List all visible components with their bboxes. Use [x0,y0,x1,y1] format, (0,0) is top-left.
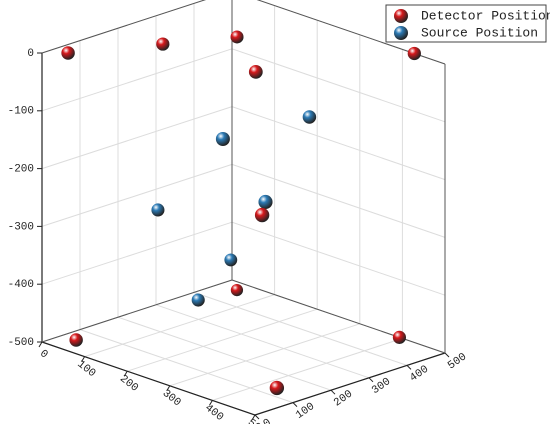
point [156,37,170,51]
y-tick-label: 500 [446,351,469,372]
axis-line [41,279,233,343]
x-tick-label: 100 [75,358,98,380]
grid-line [231,163,446,238]
tick-mark [123,370,128,377]
legend: Detector Position Source Position [385,4,550,43]
point [269,380,285,396]
tick-mark [166,385,171,392]
point [258,194,273,210]
x-tick-label: 200 [117,373,140,395]
z-tick-label: -300 [8,221,34,233]
point [248,64,263,79]
tick-mark [38,341,43,348]
grid-line [193,291,408,366]
x-tick-label: 500 [245,417,268,424]
tick-mark [444,352,450,358]
point [224,253,238,267]
x-tick-label: 0 [37,348,50,362]
x-tick-label: 400 [202,402,225,424]
grid-line [84,294,275,358]
grid-line [212,337,403,401]
grid-line [41,221,233,285]
grid [41,0,446,416]
grid-line [79,329,294,404]
tick-mark [368,377,374,383]
point [151,203,165,217]
point [392,330,407,344]
axis-line [41,0,207,54]
point [302,110,317,124]
y-tick-label: 300 [370,376,393,397]
tick-mark [208,400,213,406]
legend-marker [394,9,408,23]
grid-line [41,0,207,54]
legend-label: Source Position [421,25,538,40]
y-tick-label: 400 [408,364,431,385]
legend-marker [394,26,408,40]
point [215,131,230,146]
grid-line [169,323,360,387]
point [407,46,421,61]
point [61,46,75,60]
grid-line [117,316,332,391]
point [254,207,270,223]
legend-label: Detector Position [421,8,550,23]
marks [61,30,421,396]
grid-line [41,106,233,170]
point [230,283,244,297]
y-tick-label: 0 [261,417,273,424]
x-tick-label: 300 [160,388,183,410]
y-tick-label: 100 [294,401,317,422]
point [191,293,205,307]
y-tick-label: 200 [332,388,355,409]
grid-line [41,48,233,112]
axis-line [254,352,446,416]
grid-line [127,308,318,372]
grid-line [231,221,446,296]
legend-box [385,4,547,43]
grid-line [155,304,370,379]
z-tick-label: -400 [8,279,34,291]
tick-mark [254,414,260,420]
tick-mark [330,389,336,395]
grid-line [231,48,446,123]
tick-mark [292,402,298,407]
grid-line [41,163,233,227]
z-tick-label: -100 [8,106,34,118]
tick-mark [406,365,412,370]
tick-mark [81,356,86,362]
z-tick-label: 0 [27,48,34,60]
point [230,30,244,44]
axis-line [41,341,256,416]
axis-line [231,279,446,354]
z-tick-label: -200 [8,164,34,176]
tick-mark [251,414,256,421]
z-tick-label: -500 [8,337,34,349]
grid-line [231,106,446,181]
point [69,333,83,347]
axes: 0-100-200-300-400-5000100200300400500010… [8,0,469,424]
